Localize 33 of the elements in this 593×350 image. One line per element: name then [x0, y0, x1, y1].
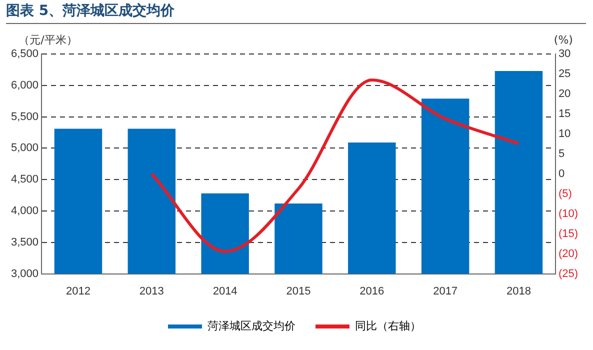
y2-axis-title: (%): [554, 33, 573, 46]
legend-label: 同比（右轴）: [355, 319, 421, 332]
y2-tick-label: 10: [558, 128, 571, 140]
y2-tick-label: 0: [558, 168, 565, 180]
y2-tick-label: 15: [558, 108, 571, 120]
line-series: [150, 78, 520, 253]
y-tick-label: 3,500: [10, 236, 39, 248]
y2-tick-label: (25): [558, 268, 578, 280]
y2-tick-label: 5: [558, 148, 565, 160]
y2-tick-label: (5): [558, 188, 572, 200]
y-tick-label: 4,000: [10, 205, 39, 218]
y-tick-label: 4,500: [10, 174, 39, 186]
x-tick-label: 2015: [286, 285, 311, 298]
x-tick-label: 2018: [506, 285, 531, 298]
y2-tick-label: (20): [558, 248, 578, 260]
y2-tick-label: 30: [558, 48, 571, 60]
x-tick-label: 2016: [360, 285, 384, 298]
x-tick-label: 2014: [212, 285, 238, 298]
y2-tick-label: (15): [558, 228, 578, 240]
y-tick-label: 5,500: [10, 110, 39, 123]
y2-tick-label: (10): [558, 208, 578, 220]
y2-tick-label: 20: [558, 88, 571, 100]
x-tick-label: 2013: [139, 285, 164, 298]
y-tick-label: 6,500: [10, 48, 39, 60]
x-tick-label: 2017: [433, 285, 458, 298]
y-tick-label: 5,000: [10, 142, 39, 154]
y-tick-label: 3,000: [10, 268, 39, 280]
y-tick-label: 6,000: [10, 79, 39, 92]
y2-tick-label: 25: [558, 68, 571, 80]
chart-title: 图表 5、菏泽城区成交均价: [6, 2, 586, 24]
legend-label: 菏泽城区成交均价: [208, 319, 296, 332]
y-axis-title: （元/平米）: [18, 33, 78, 46]
x-tick-label: 2012: [66, 285, 90, 298]
